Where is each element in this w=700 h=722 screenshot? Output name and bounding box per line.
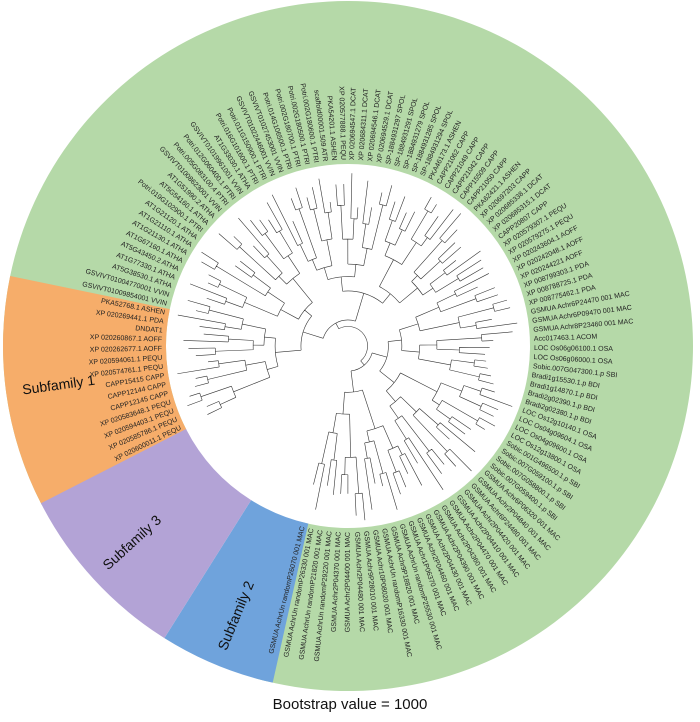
- subfamily-3-sector: [40, 428, 252, 639]
- leaf-label: XP 020694547.1 DCAT: [349, 87, 358, 160]
- leaf-label: XP 020262677.1 AOFF: [90, 346, 162, 354]
- leaf-label: GSMUA Achr2P04370 001 MAC: [331, 532, 343, 633]
- bootstrap-caption: Bootstrap value = 1000: [272, 696, 428, 713]
- subfamily-2-sector: [164, 500, 309, 683]
- leaf-label: DNDAT1: [135, 325, 163, 334]
- leaf-label: PKA54201.1 ASHEN: [325, 95, 337, 160]
- leaf-label: GSMUA Achr2P04400 001 MAC: [345, 532, 352, 632]
- leaf-label: LOC Os06g06100.1 OSA: [534, 345, 613, 353]
- leaf-label: LOC Os06g06000.1 OSA: [533, 354, 613, 366]
- leaf-label: XP 020260867.1 AOFF: [90, 334, 162, 343]
- branch-lines: [177, 173, 518, 521]
- clade-ring: [2, 0, 693, 692]
- leaf-label: XP 020577888.1 PEQU: [337, 86, 346, 160]
- leaf-label: XP 020594061.1 PEQU: [88, 355, 162, 367]
- tree-branches: [177, 173, 518, 521]
- leaf-label: GSMUA Achr2P04480 001 MAC: [353, 532, 365, 633]
- leaf-label: Acc017463.1 ACOM: [534, 334, 598, 343]
- subfamily-1-sector: [3, 276, 187, 505]
- ring-background: [2, 0, 693, 692]
